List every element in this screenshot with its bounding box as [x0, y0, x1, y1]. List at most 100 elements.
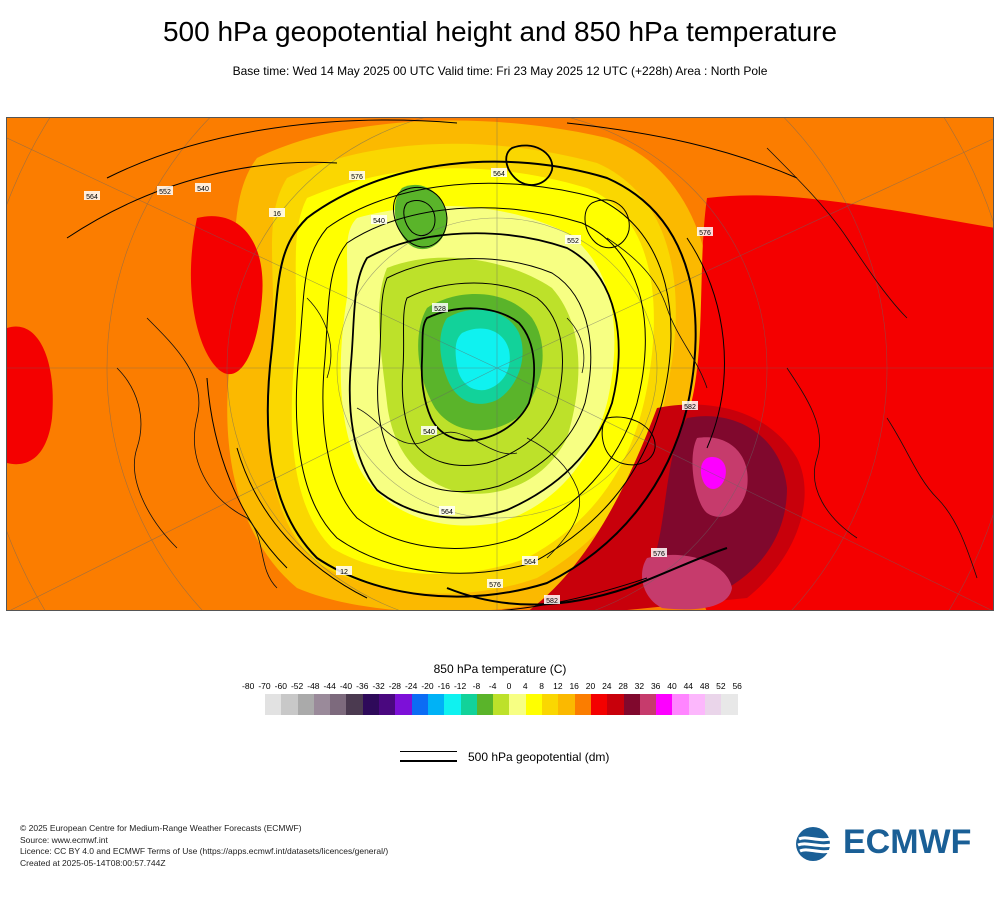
colorbar-tick-label: 12 — [553, 681, 563, 691]
contour-label: 564 — [493, 171, 505, 178]
contour-label: 540 — [197, 186, 209, 193]
geopotential-legend-line-thick — [400, 760, 457, 762]
contour-label-bg — [336, 566, 352, 575]
contour-label-bg — [84, 191, 100, 200]
colorbar-tick-label: -8 — [472, 681, 481, 691]
ecmwf-logo-icon — [796, 827, 838, 861]
contour-label: 564 — [524, 559, 536, 566]
temp-region-green-west — [394, 184, 447, 250]
colorbar-tick-label: 36 — [650, 681, 661, 691]
colorbar-swatch — [476, 694, 494, 715]
colorbar-tick-label: -80 — [242, 681, 255, 691]
chart-subtitle: Base time: Wed 14 May 2025 00 UTC Valid … — [232, 64, 768, 78]
colorbar-swatch — [395, 694, 412, 715]
colorbar-swatch — [362, 694, 380, 715]
contour-label-bg — [371, 215, 387, 224]
colorbar-swatch — [460, 694, 477, 715]
colorbar-swatch — [525, 694, 543, 715]
colorbar-swatch — [411, 694, 428, 715]
contour-label-bg — [682, 401, 698, 410]
colorbar-swatch — [656, 694, 673, 715]
colorbar-tick-label: 44 — [683, 681, 694, 691]
temp-region-magenta — [700, 457, 726, 490]
temperature-legend-title: 850 hPa temperature (C) — [433, 662, 567, 676]
contour-label: 552 — [567, 238, 579, 245]
contour-label: 576 — [489, 582, 501, 589]
colorbar-tick-label: 16 — [569, 681, 579, 691]
footer-credits: © 2025 European Centre for Medium-Range … — [20, 823, 388, 869]
colorbar-tick-label: -40 — [339, 681, 353, 691]
geopotential-contours — [66, 119, 798, 610]
contour-label-bg — [432, 303, 448, 312]
colorbar-swatch — [721, 694, 738, 715]
contour-label: 582 — [684, 404, 696, 411]
colorbar-swatch — [623, 694, 640, 715]
colorbar-swatch — [509, 694, 526, 715]
colorbar-swatch — [607, 694, 624, 715]
colorbar-swatch — [427, 694, 445, 715]
colorbar-tick-label: -32 — [372, 681, 385, 691]
contour-label-bg — [651, 548, 667, 557]
colorbar-swatch — [672, 694, 689, 715]
colorbar-tick-label: -4 — [488, 681, 497, 691]
colorbar-tick-label: -36 — [356, 681, 369, 691]
colorbar-swatch — [590, 694, 608, 715]
contour-label-bg — [269, 208, 285, 217]
contour-label-bg — [491, 168, 507, 177]
colorbar-swatch — [688, 694, 706, 715]
contour-label: 540 — [423, 429, 435, 436]
contour-label-bg — [439, 506, 455, 515]
contour-label: 16 — [273, 211, 281, 218]
colorbar-swatch — [542, 694, 559, 715]
contour-label: 528 — [434, 306, 446, 313]
colorbar-swatch — [330, 694, 347, 715]
colorbar-tick-label: 8 — [539, 681, 544, 691]
map-svg: 564 552 540 576 540 528 564 552 576 540 564 576 564 5… — [7, 118, 993, 610]
footer-licence: Licence: CC BY 4.0 and ECMWF Terms of Us… — [20, 846, 389, 856]
footer-created: Created at 2025-05-14T08:00:57.744Z — [20, 857, 166, 868]
temperature-colorbar — [265, 694, 738, 715]
colorbar-swatch — [444, 694, 461, 715]
colorbar-tick-label: 48 — [699, 681, 710, 691]
contour-label-bg — [697, 227, 713, 236]
ecmwf-logo-text: ECMWF — [843, 823, 972, 861]
colorbar-tick-label: 0 — [506, 681, 512, 691]
map-panel: 564 552 540 576 540 528 564 552 576 540 564 576 564 5… — [6, 117, 994, 611]
colorbar-swatch — [346, 694, 363, 715]
contour-label-bg — [421, 426, 437, 435]
colorbar-swatch — [281, 694, 298, 715]
geopotential-legend-line-thin — [400, 751, 457, 752]
colorbar-tick-label: 40 — [667, 681, 677, 691]
colorbar-tick-label: 4 — [522, 681, 528, 691]
contour-label: 12 — [340, 569, 348, 576]
contour-label-bg — [522, 556, 538, 565]
colorbar-swatch — [558, 694, 575, 715]
colorbar-tick-label: -12 — [453, 681, 467, 691]
contour-label: 582 — [546, 598, 558, 605]
contour-label-bg — [487, 579, 503, 588]
colorbar-swatch — [297, 694, 314, 715]
colorbar-tick-label: -70 — [258, 681, 271, 691]
contour-label-bg — [565, 235, 581, 244]
contour-label: 540 — [373, 218, 385, 225]
contour-label: 552 — [159, 189, 171, 196]
colorbar-swatch — [639, 694, 657, 715]
colorbar-tick-label: -28 — [388, 681, 402, 691]
colorbar-tick-label: -16 — [437, 681, 450, 691]
colorbar-tick-label: -48 — [307, 681, 320, 691]
ecmwf-logo: ECMWF — [795, 823, 971, 862]
contour-label: 576 — [699, 230, 711, 237]
contour-label: 564 — [86, 194, 98, 201]
chart-title: 500 hPa geopotential height and 850 hPa … — [162, 16, 838, 47]
colorbar-tick-label: 20 — [585, 681, 596, 691]
graticule — [7, 118, 993, 610]
footer-copyright: © 2025 European Centre for Medium-Range … — [20, 823, 302, 833]
colorbar-swatch — [705, 694, 722, 715]
contour-labels: 564 552 540 576 540 528 564 552 576 540 564 576 564 5… — [84, 168, 713, 605]
temp-region-red-far-west — [7, 326, 53, 465]
colorbar-swatch — [379, 694, 396, 715]
colorbar-tick-label: -60 — [274, 681, 287, 691]
contour-label: 576 — [653, 551, 665, 558]
colorbar-tick-label: 52 — [716, 681, 726, 691]
footer-source: Source: www.ecmwf.int — [20, 834, 108, 845]
